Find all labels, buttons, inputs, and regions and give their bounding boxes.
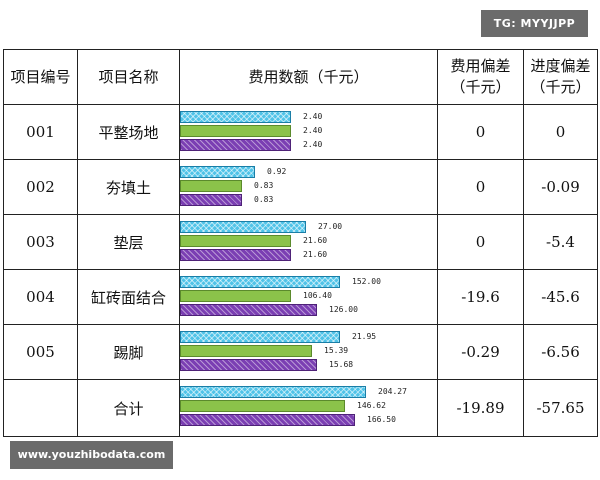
bar-value-budget: 2.40 xyxy=(303,112,323,121)
header-amount: 费用数额（千元） xyxy=(179,49,438,105)
watermark-site: www.youzhibodata.com xyxy=(10,441,173,469)
cell-code: 005 xyxy=(3,324,78,380)
bar-budget xyxy=(180,276,340,288)
cell-cost-deviation: -0.29 xyxy=(437,324,524,380)
bar-value-budget: 27.00 xyxy=(318,222,343,231)
cell-name: 踢脚 xyxy=(77,324,180,380)
header-code: 项目编号 xyxy=(3,49,78,105)
header-cost-deviation-line1: 费用偏差 xyxy=(450,57,511,75)
header-cost-deviation-line2: （千元） xyxy=(450,78,511,96)
bar-value-actual: 166.50 xyxy=(367,415,396,424)
bar-budget xyxy=(180,111,291,123)
bar-value-budget: 0.92 xyxy=(267,167,287,176)
cost-table: 项目编号 项目名称 费用数额（千元） 费用偏差 （千元） 进度偏差 （千元） 0… xyxy=(3,49,598,437)
cell-amount-bars: 21.95 15.39 15.68 xyxy=(179,324,438,380)
table-row: 005 踢脚 21.95 15.39 15.68 -0.29 -6.56 xyxy=(3,324,598,380)
bar-value-actual: 15.68 xyxy=(329,360,354,369)
table-row: 001 平整场地 2.40 2.40 2.40 0 0 xyxy=(3,104,598,160)
bar-budget xyxy=(180,166,255,178)
header-schedule-deviation-line1: 进度偏差 xyxy=(530,57,591,75)
cell-amount-bars: 204.27 146.62 166.50 xyxy=(179,379,438,437)
bar-actual xyxy=(180,304,317,316)
table-row: 002 夯填土 0.92 0.83 0.83 0 -0.09 xyxy=(3,159,598,215)
bar-actual xyxy=(180,359,317,371)
cell-code: 002 xyxy=(3,159,78,215)
bar-budget xyxy=(180,386,366,398)
bar-plan xyxy=(180,125,291,137)
table-row: 003 垫层 27.00 21.60 21.60 0 -5.4 xyxy=(3,214,598,270)
bar-value-budget: 21.95 xyxy=(352,332,377,341)
bar-value-budget: 204.27 xyxy=(378,387,407,396)
bar-plan xyxy=(180,345,312,357)
header-cost-deviation: 费用偏差 （千元） xyxy=(437,49,524,105)
cell-cost-deviation: 0 xyxy=(437,159,524,215)
bar-value-actual: 21.60 xyxy=(303,250,328,259)
table-row: 004 缸砖面结合 152.00 106.40 126.00 -19.6 -45.6 xyxy=(3,269,598,325)
cell-cost-deviation: -19.6 xyxy=(437,269,524,325)
cell-code xyxy=(3,379,78,437)
bar-value-plan: 106.40 xyxy=(303,291,332,300)
bar-value-actual: 0.83 xyxy=(254,195,274,204)
cell-code: 004 xyxy=(3,269,78,325)
cell-amount-bars: 27.00 21.60 21.60 xyxy=(179,214,438,270)
cell-amount-bars: 0.92 0.83 0.83 xyxy=(179,159,438,215)
cell-code: 001 xyxy=(3,104,78,160)
cell-name: 合计 xyxy=(77,379,180,437)
header-row: 项目编号 项目名称 费用数额（千元） 费用偏差 （千元） 进度偏差 （千元） xyxy=(3,49,598,105)
cell-name: 夯填土 xyxy=(77,159,180,215)
bar-budget xyxy=(180,331,340,343)
cell-amount-bars: 2.40 2.40 2.40 xyxy=(179,104,438,160)
bar-value-actual: 2.40 xyxy=(303,140,323,149)
header-schedule-deviation: 进度偏差 （千元） xyxy=(523,49,598,105)
bar-plan xyxy=(180,235,291,247)
cell-amount-bars: 152.00 106.40 126.00 xyxy=(179,269,438,325)
bar-budget xyxy=(180,221,306,233)
cell-schedule-deviation: 0 xyxy=(523,104,598,160)
cell-schedule-deviation: -57.65 xyxy=(523,379,598,437)
bar-actual xyxy=(180,139,291,151)
header-schedule-deviation-line2: （千元） xyxy=(530,78,591,96)
bar-plan xyxy=(180,400,345,412)
bar-value-plan: 2.40 xyxy=(303,126,323,135)
total-row: 合计 204.27 146.62 166.50 -19.89 -57.65 xyxy=(3,379,598,437)
cell-code: 003 xyxy=(3,214,78,270)
cell-schedule-deviation: -6.56 xyxy=(523,324,598,380)
bar-value-actual: 126.00 xyxy=(329,305,358,314)
cell-cost-deviation: 0 xyxy=(437,104,524,160)
bar-plan xyxy=(180,290,291,302)
cell-schedule-deviation: -5.4 xyxy=(523,214,598,270)
bar-value-plan: 146.62 xyxy=(357,401,386,410)
cell-schedule-deviation: -45.6 xyxy=(523,269,598,325)
watermark-tg: TG: MYYJJPP xyxy=(481,10,588,37)
cell-cost-deviation: 0 xyxy=(437,214,524,270)
cell-name: 缸砖面结合 xyxy=(77,269,180,325)
bar-actual xyxy=(180,249,291,261)
cell-name: 垫层 xyxy=(77,214,180,270)
bar-value-plan: 21.60 xyxy=(303,236,328,245)
bar-value-plan: 15.39 xyxy=(324,346,349,355)
bar-actual xyxy=(180,414,355,426)
bar-value-plan: 0.83 xyxy=(254,181,274,190)
cell-cost-deviation: -19.89 xyxy=(437,379,524,437)
bar-value-budget: 152.00 xyxy=(352,277,381,286)
cell-schedule-deviation: -0.09 xyxy=(523,159,598,215)
cell-name: 平整场地 xyxy=(77,104,180,160)
bar-plan xyxy=(180,180,242,192)
header-name: 项目名称 xyxy=(77,49,180,105)
bar-actual xyxy=(180,194,242,206)
